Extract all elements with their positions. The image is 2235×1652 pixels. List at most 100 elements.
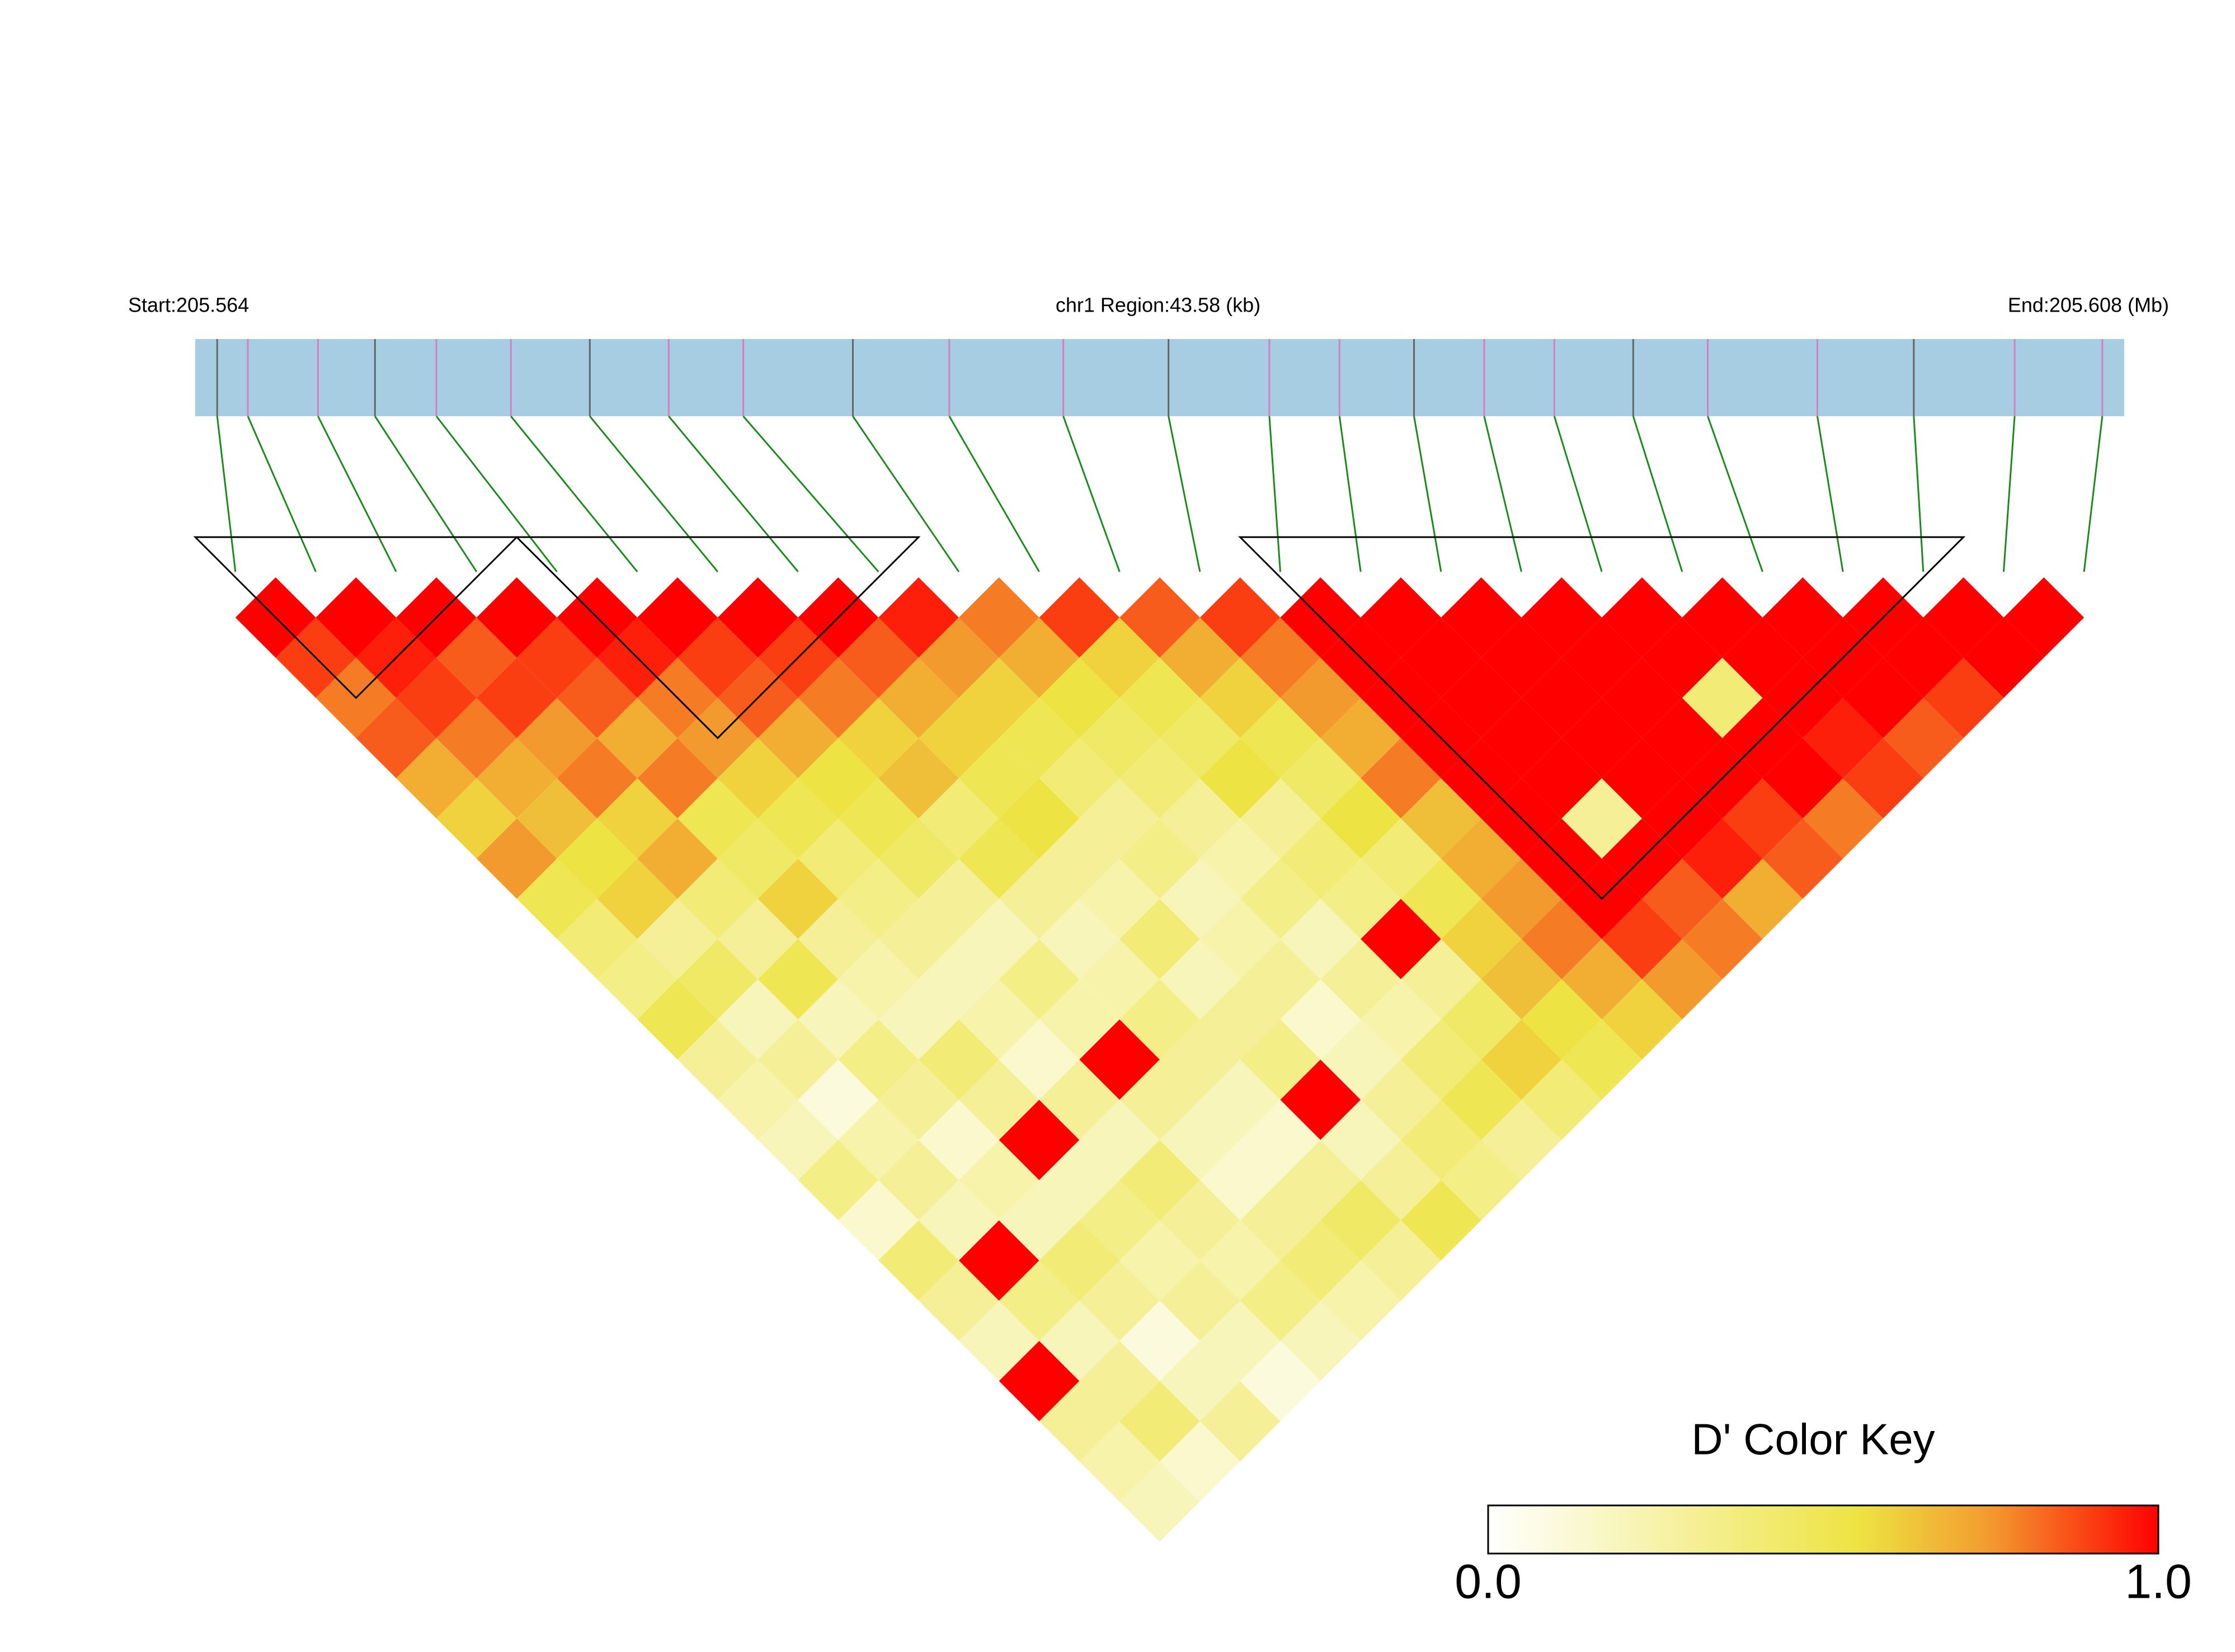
ld-cell: [1119, 1220, 1200, 1301]
ld-cell: [1119, 657, 1200, 738]
ld-cell: [1602, 738, 1682, 818]
ld-cell: [999, 858, 1080, 939]
ld-cell: [516, 858, 597, 939]
ld-cell: [1441, 898, 1522, 980]
ld-cell: [1079, 617, 1160, 698]
ld-cell: [1320, 1019, 1401, 1100]
ld-cell: [1602, 898, 1682, 980]
ld-cell: [1602, 979, 1682, 1060]
ld-cell: [1199, 1060, 1281, 1140]
connector: [1816, 416, 1844, 572]
connector: [2003, 416, 2016, 572]
ld-cell: [1199, 818, 1281, 899]
ld-cell: [677, 778, 758, 859]
color-key: [1487, 1504, 2159, 1555]
ld-cell: [717, 979, 798, 1060]
ld-cell: [1119, 1381, 1200, 1462]
ld-cell: [1280, 1140, 1361, 1221]
ld-cell: [1240, 858, 1321, 939]
ld-cell: [396, 657, 477, 738]
ld-cell: [1843, 657, 1923, 738]
ld-cell: [1079, 939, 1160, 1020]
ld-block: [515, 536, 921, 740]
ld-cell: [717, 577, 798, 658]
ld-cell: [838, 698, 919, 779]
ld-cell: [757, 698, 839, 779]
connector: [1268, 416, 1281, 572]
ld-cell: [1320, 698, 1401, 779]
ld-cell: [1401, 1019, 1481, 1100]
ld-cell: [919, 778, 999, 859]
ld-cell: [1762, 818, 1843, 899]
connector: [216, 416, 237, 572]
ld-cell: [1280, 657, 1361, 738]
ld-cell: [1240, 1180, 1321, 1261]
ld-cell: [1682, 818, 1763, 899]
ld-cell: [1320, 858, 1401, 939]
ld-cell: [1481, 1099, 1562, 1180]
ld-cell: [1119, 577, 1200, 658]
connector: [1413, 416, 1442, 572]
x-tick-label: Start:205.564: [128, 294, 249, 317]
ld-cell: [798, 898, 879, 980]
ld-cell: [1119, 979, 1200, 1060]
ld-cell: [1682, 898, 1763, 980]
ld-cell: [1240, 778, 1321, 859]
connector: [742, 416, 879, 572]
ld-cell: [999, 1180, 1080, 1261]
ld-cell: [1240, 617, 1321, 698]
ld-cell: [2003, 577, 2085, 658]
ld-cell: [1883, 698, 1964, 779]
connector: [2083, 416, 2104, 572]
ld-cell: [1320, 1260, 1401, 1341]
ld-cell: [1361, 898, 1441, 980]
ld-cell: [999, 1019, 1080, 1100]
ld-cell: [958, 1140, 1039, 1221]
ld-cell: [356, 698, 436, 779]
ld-cell: [637, 818, 718, 899]
ld-cell: [958, 1301, 1039, 1381]
connector: [1168, 416, 1201, 572]
connector: [852, 416, 960, 572]
key-tick-label: 0.0: [1455, 1555, 1522, 1609]
ld-block: [193, 536, 519, 699]
ld-cell: [1039, 1381, 1120, 1462]
ld-cell: [1280, 898, 1361, 980]
connector: [1483, 416, 1522, 572]
ld-cell: [1441, 657, 1522, 738]
ld-cell: [476, 818, 557, 899]
ld-cell: [838, 778, 919, 859]
ld-cell: [557, 898, 638, 980]
ld-cell: [1199, 577, 1281, 658]
ld-cell: [1240, 1099, 1321, 1180]
ld-cell: [476, 577, 557, 658]
ld-cell: [878, 1220, 959, 1301]
ld-cell: [919, 1260, 999, 1341]
connector: [317, 416, 397, 572]
ld-cell: [1160, 778, 1240, 859]
ld-cell: [396, 738, 477, 818]
ld-cell: [1119, 1060, 1200, 1140]
connector: [1338, 416, 1362, 572]
connector: [1632, 416, 1683, 572]
ld-cell: [1320, 778, 1401, 859]
ld-cell: [597, 858, 677, 939]
ld-cell: [1240, 1260, 1321, 1341]
ld-cell: [516, 698, 597, 779]
ld-cell: [1320, 939, 1401, 1020]
ld-cell: [1240, 1340, 1321, 1422]
ld-cell: [1481, 698, 1562, 779]
ld-cell: [597, 698, 677, 779]
ld-cell: [677, 1019, 758, 1100]
ld-cell: [958, 1220, 1039, 1301]
ld-cell: [1361, 1060, 1441, 1140]
ld-cell: [1119, 1301, 1200, 1381]
ld-cell: [1160, 1260, 1240, 1341]
ld-cell: [838, 858, 919, 939]
ld-cell: [476, 738, 557, 818]
ld-cell: [958, 657, 1039, 738]
ld-cell: [958, 818, 1039, 899]
ld-cell: [757, 778, 839, 859]
connector: [948, 416, 1040, 572]
ld-cell: [878, 657, 959, 738]
